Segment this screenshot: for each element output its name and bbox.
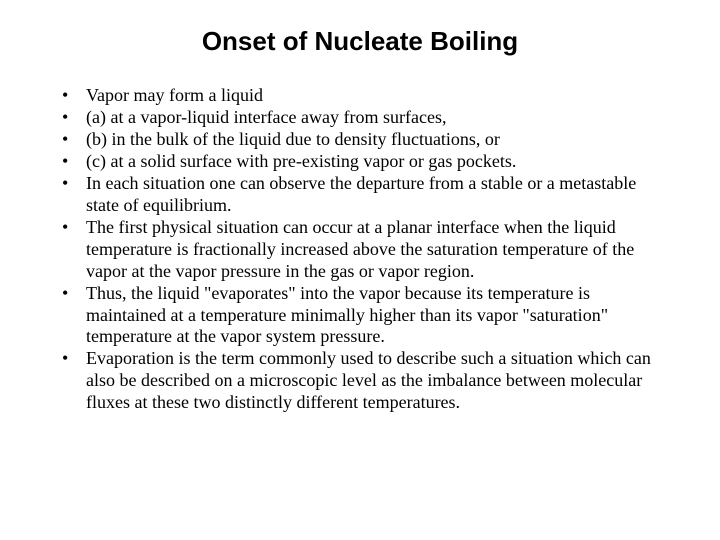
list-item: The first physical situation can occur a…	[62, 217, 658, 283]
slide: Onset of Nucleate Boiling Vapor may form…	[0, 0, 720, 540]
list-item: (a) at a vapor-liquid interface away fro…	[62, 107, 658, 129]
list-item: In each situation one can observe the de…	[62, 173, 658, 217]
list-item: Thus, the liquid "evaporates" into the v…	[62, 283, 658, 349]
slide-title: Onset of Nucleate Boiling	[48, 26, 672, 57]
bullet-list: Vapor may form a liquid (a) at a vapor-l…	[48, 85, 672, 414]
list-item: Vapor may form a liquid	[62, 85, 658, 107]
list-item: (c) at a solid surface with pre-existing…	[62, 151, 658, 173]
list-item: (b) in the bulk of the liquid due to den…	[62, 129, 658, 151]
list-item: Evaporation is the term commonly used to…	[62, 348, 658, 414]
